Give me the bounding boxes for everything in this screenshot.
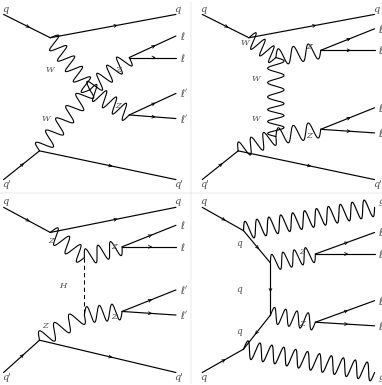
Text: q': q' [2, 181, 11, 189]
Text: Z: Z [306, 132, 312, 141]
Text: W: W [42, 115, 50, 122]
Text: $\ell'$: $\ell'$ [378, 127, 382, 139]
Text: Z: Z [111, 243, 117, 251]
Text: $\ell'$: $\ell'$ [180, 112, 188, 124]
Text: $\ell'$: $\ell'$ [180, 309, 188, 321]
Text: q: q [236, 285, 242, 295]
Text: Z: Z [43, 322, 49, 330]
Text: $\ell$: $\ell$ [378, 23, 382, 35]
Text: Z: Z [115, 66, 121, 74]
Text: g: g [378, 373, 382, 382]
Text: $\ell$: $\ell$ [180, 219, 185, 231]
Text: $\ell'$: $\ell'$ [378, 295, 382, 307]
Text: Z: Z [111, 313, 117, 321]
Text: Z: Z [299, 248, 305, 256]
Text: q': q' [174, 373, 183, 382]
Text: Z: Z [306, 43, 312, 51]
Text: $\ell$: $\ell$ [378, 248, 382, 260]
Text: $\ell'$: $\ell'$ [378, 320, 382, 332]
Text: q': q' [373, 181, 382, 189]
Text: g: g [378, 198, 382, 206]
Text: $\ell'$: $\ell'$ [180, 284, 188, 296]
Text: q: q [236, 239, 242, 248]
Text: H: H [59, 282, 66, 290]
Text: q: q [201, 5, 207, 13]
Text: Z: Z [299, 320, 305, 328]
Text: q: q [201, 373, 207, 382]
Text: $\ell$: $\ell$ [180, 30, 185, 42]
Text: q': q' [174, 181, 183, 189]
Text: q: q [2, 5, 8, 13]
Text: q: q [236, 327, 242, 336]
Text: $\ell$: $\ell$ [180, 241, 185, 253]
Text: $\ell'$: $\ell'$ [180, 87, 188, 99]
Text: W: W [251, 115, 260, 122]
Text: $\ell$: $\ell$ [180, 52, 185, 64]
Text: $\ell$: $\ell$ [378, 226, 382, 238]
Text: W: W [45, 66, 54, 74]
Text: q: q [174, 198, 180, 206]
Text: q: q [201, 198, 207, 206]
Text: $\ell$: $\ell$ [378, 44, 382, 56]
Text: q': q' [201, 181, 209, 189]
Text: $\ell'$: $\ell'$ [378, 102, 382, 114]
Text: Z: Z [48, 238, 54, 245]
Text: q: q [174, 5, 180, 13]
Text: q: q [2, 198, 8, 206]
Text: W: W [240, 39, 249, 47]
Text: q: q [373, 5, 379, 13]
Text: W: W [251, 75, 260, 83]
Text: q': q' [2, 373, 11, 382]
Text: Z: Z [115, 102, 121, 110]
